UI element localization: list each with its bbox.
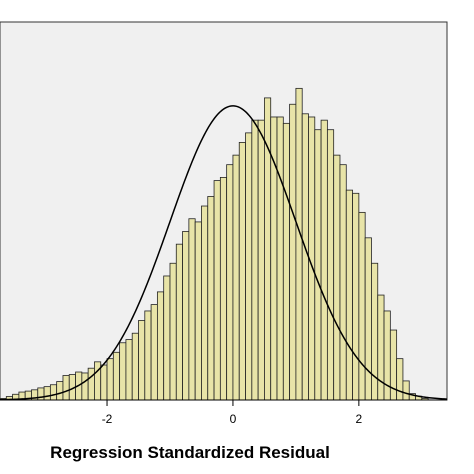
histogram-bar (289, 103, 297, 401)
histogram-bar (333, 154, 341, 401)
histogram-bar (125, 339, 133, 401)
histogram-bar (245, 132, 253, 401)
x-axis-label: Regression Standardized Residual (50, 443, 330, 462)
histogram-bar (320, 119, 328, 401)
histogram-bar (251, 119, 259, 401)
histogram-bar (62, 375, 70, 401)
histogram-bar (106, 358, 114, 401)
histogram-bar (219, 176, 228, 401)
x-axis-ticks: -2 0 2 (102, 400, 363, 426)
histogram-bar (175, 243, 183, 401)
histogram-bar (112, 351, 121, 401)
histogram-bar (169, 262, 177, 401)
histogram-bar (43, 386, 51, 401)
histogram-bar (207, 196, 215, 401)
histogram-bar (257, 119, 265, 401)
histogram-bar (295, 87, 303, 401)
histogram-bar (87, 367, 95, 401)
histogram-bar (232, 154, 240, 401)
x-tick-label: -2 (102, 412, 113, 426)
histogram-bar (358, 211, 366, 401)
histogram-bar (100, 364, 108, 401)
histogram-bar (301, 113, 309, 401)
histogram-bar (238, 142, 246, 401)
histogram-bar (138, 320, 146, 401)
histogram-bar (364, 237, 372, 401)
histogram-bar (282, 122, 291, 401)
histogram-bar (345, 189, 353, 401)
histogram-bar (201, 205, 209, 401)
histogram-bar (194, 221, 202, 401)
histogram-bar (131, 332, 139, 401)
histogram-bar (81, 372, 89, 401)
histogram-bar (150, 304, 158, 401)
histogram-bar (119, 342, 127, 401)
histogram-bar (314, 129, 322, 401)
histogram-bars (0, 87, 429, 401)
x-tick-label: 2 (356, 412, 363, 426)
histogram-bar (56, 381, 64, 401)
histogram-bar (163, 275, 171, 401)
histogram-bar (226, 164, 234, 401)
histogram-bar (213, 180, 221, 401)
histogram-bar (156, 291, 165, 401)
histogram-bar (49, 384, 58, 401)
histogram-bar (276, 116, 284, 401)
histogram-bar (144, 310, 152, 401)
x-tick-label: 0 (230, 412, 237, 426)
histogram-bar (326, 129, 335, 401)
normal-curve (0, 105, 448, 401)
histogram-bar (182, 231, 190, 401)
histogram-bar (270, 116, 278, 401)
histogram-bar (352, 192, 360, 401)
histogram-bar (402, 380, 410, 401)
histogram-bar (188, 218, 196, 401)
histogram-bar (396, 358, 404, 401)
histogram-bar (371, 262, 379, 401)
histogram-bar (339, 164, 347, 401)
histogram-bar (377, 294, 385, 401)
